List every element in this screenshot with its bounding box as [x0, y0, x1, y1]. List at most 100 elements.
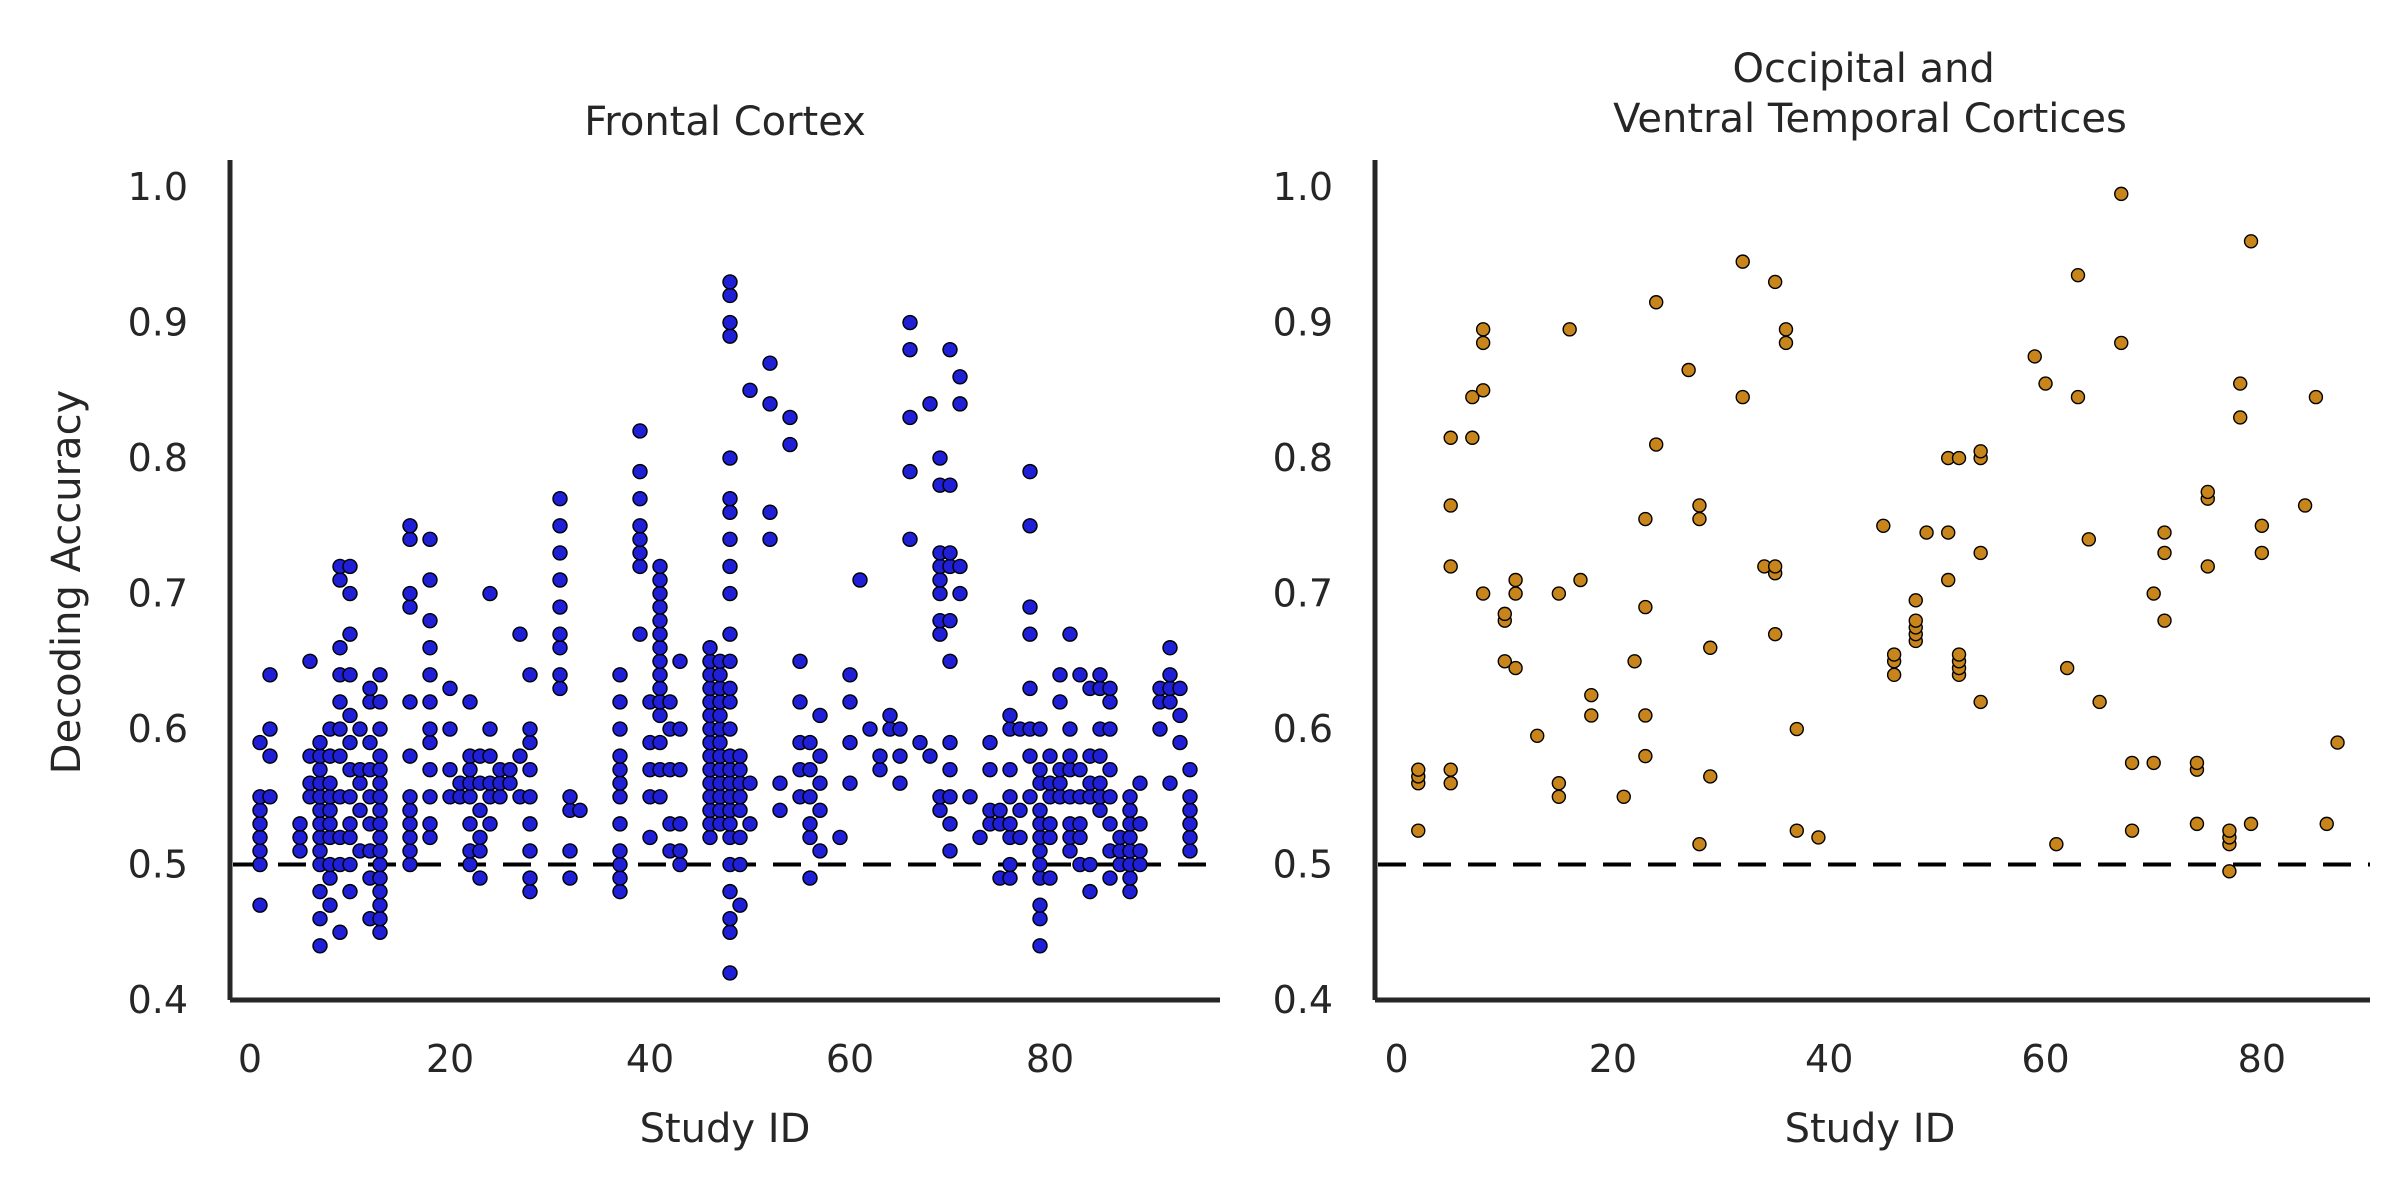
data-point — [2189, 816, 2205, 832]
y-tick-label: 0.9 — [1273, 301, 1333, 345]
data-point — [1703, 769, 1718, 784]
data-point — [1735, 254, 1750, 269]
data-point — [372, 816, 388, 832]
data-point — [1951, 647, 1967, 662]
data-point — [422, 789, 438, 805]
data-point — [372, 748, 388, 764]
data-point — [352, 775, 368, 791]
data-point — [672, 816, 688, 832]
data-point — [1092, 748, 1108, 764]
data-point — [422, 761, 438, 778]
data-point — [462, 761, 478, 778]
data-point — [1162, 775, 1178, 791]
data-point — [942, 843, 958, 859]
data-point — [2114, 335, 2129, 351]
data-point — [902, 314, 918, 331]
data-point — [512, 626, 528, 642]
data-point — [312, 938, 328, 954]
data-point — [802, 761, 818, 778]
data-point — [1573, 572, 1588, 588]
data-point — [1182, 761, 1198, 778]
data-point — [1692, 498, 1707, 513]
data-point — [1032, 802, 1048, 819]
data-point — [762, 504, 778, 520]
data-point — [402, 518, 418, 534]
data-point — [522, 761, 538, 778]
data-point — [252, 856, 268, 873]
data-point — [762, 355, 778, 371]
data-point — [552, 545, 568, 561]
x-tick-label: 20 — [1589, 1037, 1637, 1081]
data-point — [842, 667, 858, 683]
data-point — [902, 409, 918, 426]
data-point — [922, 396, 938, 412]
data-point — [722, 911, 738, 927]
data-point — [1072, 829, 1088, 846]
data-point — [522, 721, 538, 737]
data-point — [1627, 654, 1642, 669]
data-point — [1122, 829, 1138, 846]
data-point — [1584, 687, 1599, 703]
data-point — [1022, 680, 1038, 697]
data-point — [1002, 789, 1018, 805]
data-point — [1022, 463, 1038, 480]
data-point — [1072, 816, 1088, 832]
data-point — [402, 802, 418, 819]
data-point — [942, 612, 958, 629]
y-tick-label: 1.0 — [128, 165, 188, 209]
data-point — [342, 626, 358, 642]
data-point — [892, 748, 908, 764]
data-point — [342, 558, 358, 575]
data-point — [942, 816, 958, 832]
data-point — [402, 789, 418, 805]
data-point — [552, 491, 568, 507]
data-point — [872, 748, 888, 764]
data-point — [472, 843, 488, 859]
data-point — [1778, 322, 1794, 337]
data-point — [562, 789, 578, 805]
data-point — [1032, 856, 1048, 873]
data-point — [2319, 816, 2334, 832]
data-point — [1122, 802, 1138, 819]
data-point — [1102, 694, 1118, 710]
data-point — [252, 829, 268, 846]
data-point — [642, 829, 658, 846]
data-point — [2330, 735, 2345, 750]
data-point — [262, 748, 278, 764]
data-point — [1465, 430, 1480, 445]
data-point — [632, 423, 648, 439]
y-tick-label: 0.8 — [1273, 436, 1333, 480]
data-point — [1551, 586, 1567, 601]
data-point — [462, 856, 478, 873]
data-point — [342, 585, 358, 602]
data-point — [442, 761, 458, 778]
data-point — [1042, 748, 1058, 764]
data-point — [522, 667, 538, 683]
data-point — [722, 585, 738, 602]
y-tick-label: 0.7 — [1273, 572, 1333, 616]
data-point — [1102, 761, 1118, 778]
data-point — [1072, 667, 1088, 683]
data-point — [1162, 667, 1178, 683]
data-point — [1908, 593, 1923, 608]
data-point — [1002, 816, 1018, 832]
data-point — [1941, 572, 1956, 588]
data-point — [632, 491, 648, 507]
data-point — [812, 802, 828, 819]
data-point — [1022, 626, 1038, 642]
data-point — [472, 870, 488, 886]
x-tick-label: 60 — [826, 1037, 874, 1081]
data-point — [462, 816, 478, 832]
data-point — [562, 870, 578, 886]
panel-title-occipital: Occipital and Ventral Temporal Cortices — [1613, 46, 2127, 142]
data-point — [842, 775, 858, 791]
data-point — [342, 734, 358, 751]
data-point — [1497, 654, 1512, 669]
data-point — [372, 761, 388, 778]
data-point — [1022, 518, 1038, 534]
data-point — [1122, 883, 1138, 900]
data-point — [942, 653, 958, 669]
data-point — [722, 491, 738, 507]
data-point — [332, 572, 348, 588]
data-point — [472, 802, 488, 819]
